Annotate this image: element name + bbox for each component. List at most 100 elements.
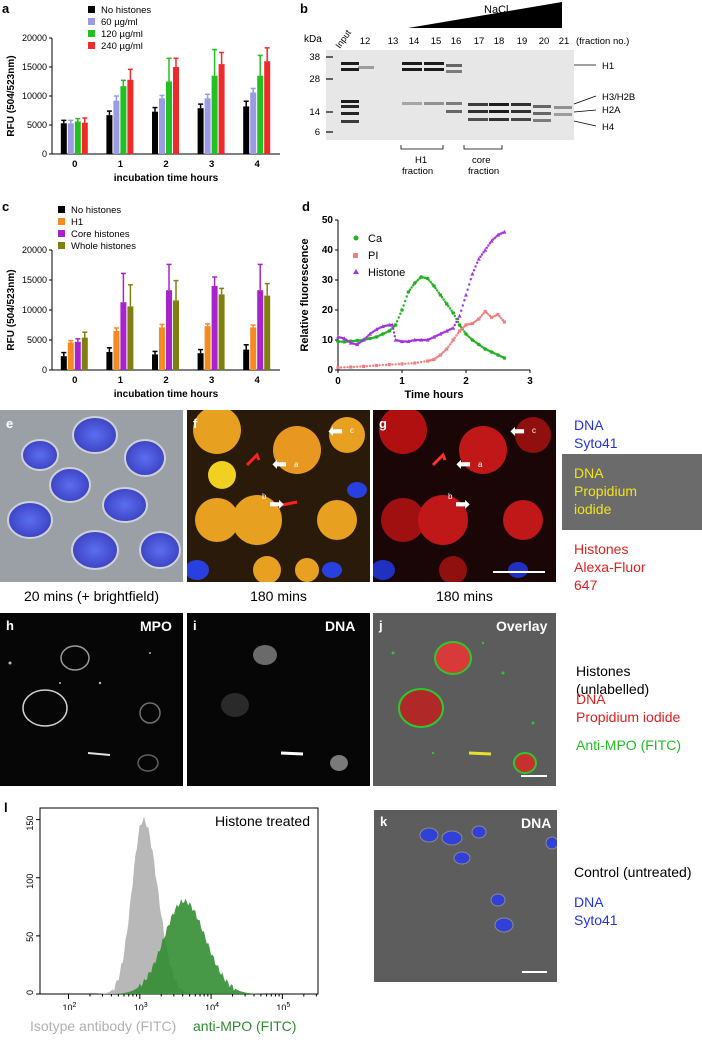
bar: [60, 123, 67, 154]
gel-band: [341, 105, 359, 108]
data-point: [440, 296, 444, 299]
y-tick-label: 20: [322, 305, 334, 316]
gel-band: [468, 103, 488, 106]
bar: [81, 337, 88, 370]
data-point: [460, 328, 463, 331]
data-point: [359, 365, 362, 368]
legend-label: 120 µg/ml: [101, 29, 143, 40]
data-point: [457, 313, 462, 318]
gel-band: [402, 102, 422, 105]
x-tick-label: 1: [118, 159, 124, 170]
y-axis-label: RFU (504/523nm): [6, 269, 17, 350]
bar: [197, 353, 204, 370]
data-point: [400, 308, 404, 312]
x-tick-label: 2: [163, 159, 168, 170]
data-point: [444, 300, 447, 303]
data-point: [432, 334, 436, 339]
bar: [211, 286, 218, 370]
overlay-label: Overlay: [496, 618, 548, 634]
panel-f-letter: f: [193, 416, 198, 431]
x-tick-label: 1: [399, 376, 405, 387]
x-tick-label: 3: [209, 159, 214, 170]
fraction-lane-label: 18: [494, 36, 505, 47]
legend-isotype: Isotype antibody (FITC): [30, 1018, 177, 1034]
micrograph-e: [0, 410, 183, 582]
data-point: [466, 334, 469, 337]
bar: [211, 75, 218, 154]
chart-d: 0 10 20 30 40 50 0 1 2 3 Time hours Relative fluore…: [299, 215, 533, 401]
y-tick-label: 30: [322, 275, 334, 286]
micrograph-k: [374, 810, 557, 982]
arrow-icon: ➡: [269, 494, 285, 514]
legend-label: Core histones: [71, 229, 130, 240]
band-h1-label: H1: [602, 61, 614, 72]
data-point: [340, 366, 343, 369]
fraction-lane-label: 21: [559, 36, 570, 47]
arrow-icon: ⬅: [510, 421, 526, 441]
data-point: [397, 362, 400, 366]
data-point: [438, 293, 443, 297]
bar: [67, 123, 74, 154]
x-tick-label: 0: [72, 159, 77, 170]
data-point: [487, 313, 490, 316]
panel-d-letter: d: [302, 199, 310, 214]
data-point: [457, 323, 462, 327]
data-point: [474, 265, 477, 268]
data-point: [448, 307, 452, 310]
x-tick-label: 3: [527, 376, 533, 387]
y-tick-label: 10000: [22, 305, 47, 315]
data-point: [493, 236, 496, 240]
data-point: [447, 345, 450, 348]
bar: [257, 75, 264, 154]
legend-dna-pi-mid: DNA Propidium iodide: [576, 691, 681, 725]
marker-kda-label: 28: [309, 74, 320, 85]
x-tick-label: 0: [335, 376, 341, 387]
gel-band: [402, 68, 422, 71]
chart-a: 0 5000 10000 15000 20000 0 1 2 3 4 incubation time…: [6, 5, 280, 184]
data-point: [349, 365, 353, 369]
data-point: [336, 366, 340, 370]
data-point: [405, 295, 408, 298]
legend-swatch: [88, 42, 95, 49]
data-point: [364, 337, 367, 340]
gel-band: [489, 118, 509, 121]
data-point: [470, 321, 474, 326]
x-axis-label: incubation time hours: [114, 389, 219, 400]
caption-g: 180 mins: [436, 588, 493, 604]
marker-kda-label: 14: [309, 107, 320, 118]
y-tick-label: 5000: [27, 120, 47, 130]
data-point: [442, 298, 445, 301]
bar: [250, 92, 257, 154]
band-h2a-label: H2A: [602, 105, 621, 116]
data-point: [396, 320, 399, 323]
gel-band: [341, 62, 359, 65]
data-point: [429, 281, 432, 284]
data-point: [455, 320, 458, 324]
y-tick-label: 5000: [27, 335, 47, 345]
data-point: [365, 364, 368, 368]
bar: [127, 306, 134, 370]
data-point: [466, 288, 469, 291]
legend-dna-syto41-bottom: DNA Syto41: [574, 894, 618, 928]
gel-band: [446, 70, 462, 73]
gel-band: [468, 118, 488, 121]
x-tick-label: 3: [209, 375, 214, 386]
gel-band: [489, 110, 509, 113]
data-point: [432, 284, 436, 288]
gel-band: [446, 110, 462, 113]
bar: [173, 300, 179, 370]
data-point: [492, 238, 495, 241]
data-point: [423, 360, 426, 363]
data-point: [434, 287, 437, 290]
data-point: [496, 312, 500, 317]
data-point: [450, 341, 453, 344]
data-point: [461, 326, 464, 330]
data-point: [468, 283, 471, 286]
legend-dna-syto41: DNA Syto41: [574, 417, 618, 451]
legend-dna-pi: DNA Propidium iodide: [574, 465, 638, 517]
nacl-gradient-wedge: [408, 2, 562, 28]
data-point: [456, 332, 460, 335]
data-point: [437, 291, 440, 294]
legend-label: Whole histones: [71, 241, 136, 252]
y-tick-label: 50: [322, 215, 334, 226]
